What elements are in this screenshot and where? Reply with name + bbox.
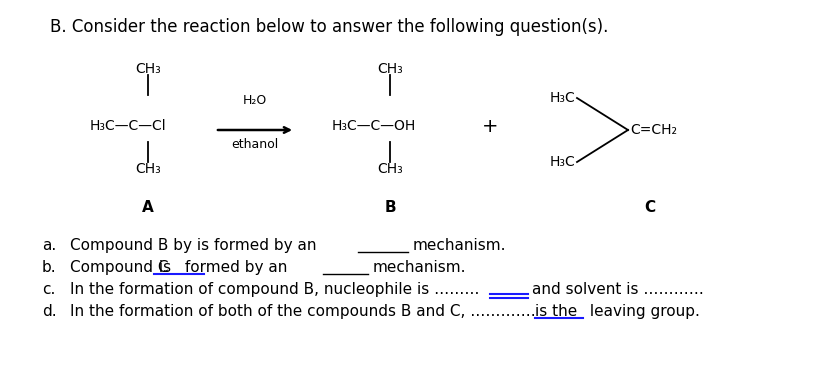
Text: b.: b. [42, 260, 57, 275]
Text: C: C [644, 200, 656, 215]
Text: H₃C—C—OH: H₃C—C—OH [332, 119, 416, 133]
Text: C=CH₂: C=CH₂ [630, 123, 677, 137]
Text: mechanism.: mechanism. [413, 238, 506, 253]
Text: H₃C: H₃C [549, 91, 575, 105]
Text: CH₃: CH₃ [377, 62, 403, 76]
Text: Compound C: Compound C [70, 260, 169, 275]
Text: CH₃: CH₃ [377, 162, 403, 176]
Text: leaving group.: leaving group. [585, 304, 700, 319]
Text: In the formation of compound B, nucleophile is ………: In the formation of compound B, nucleoph… [70, 282, 479, 297]
Text: is the: is the [535, 304, 577, 319]
Text: B. Consider the reaction below to answer the following question(s).: B. Consider the reaction below to answer… [50, 18, 608, 36]
Text: CH₃: CH₃ [135, 62, 161, 76]
Text: is: is [154, 260, 171, 275]
Text: Compound B by is formed by an: Compound B by is formed by an [70, 238, 316, 253]
Text: H₃C—C—Cl: H₃C—C—Cl [90, 119, 167, 133]
Text: H₃C: H₃C [549, 155, 575, 169]
Text: a.: a. [42, 238, 56, 253]
Text: +: + [482, 116, 498, 135]
Text: formed by an: formed by an [180, 260, 288, 275]
Text: d.: d. [42, 304, 57, 319]
Text: CH₃: CH₃ [135, 162, 161, 176]
Text: and solvent is …………: and solvent is ………… [532, 282, 704, 297]
Text: ethanol: ethanol [231, 138, 279, 151]
Text: B: B [384, 200, 396, 215]
Text: mechanism.: mechanism. [373, 260, 467, 275]
Text: In the formation of both of the compounds B and C, ………….: In the formation of both of the compound… [70, 304, 536, 319]
Text: c.: c. [42, 282, 55, 297]
Text: A: A [142, 200, 154, 215]
Text: H₂O: H₂O [242, 94, 267, 107]
